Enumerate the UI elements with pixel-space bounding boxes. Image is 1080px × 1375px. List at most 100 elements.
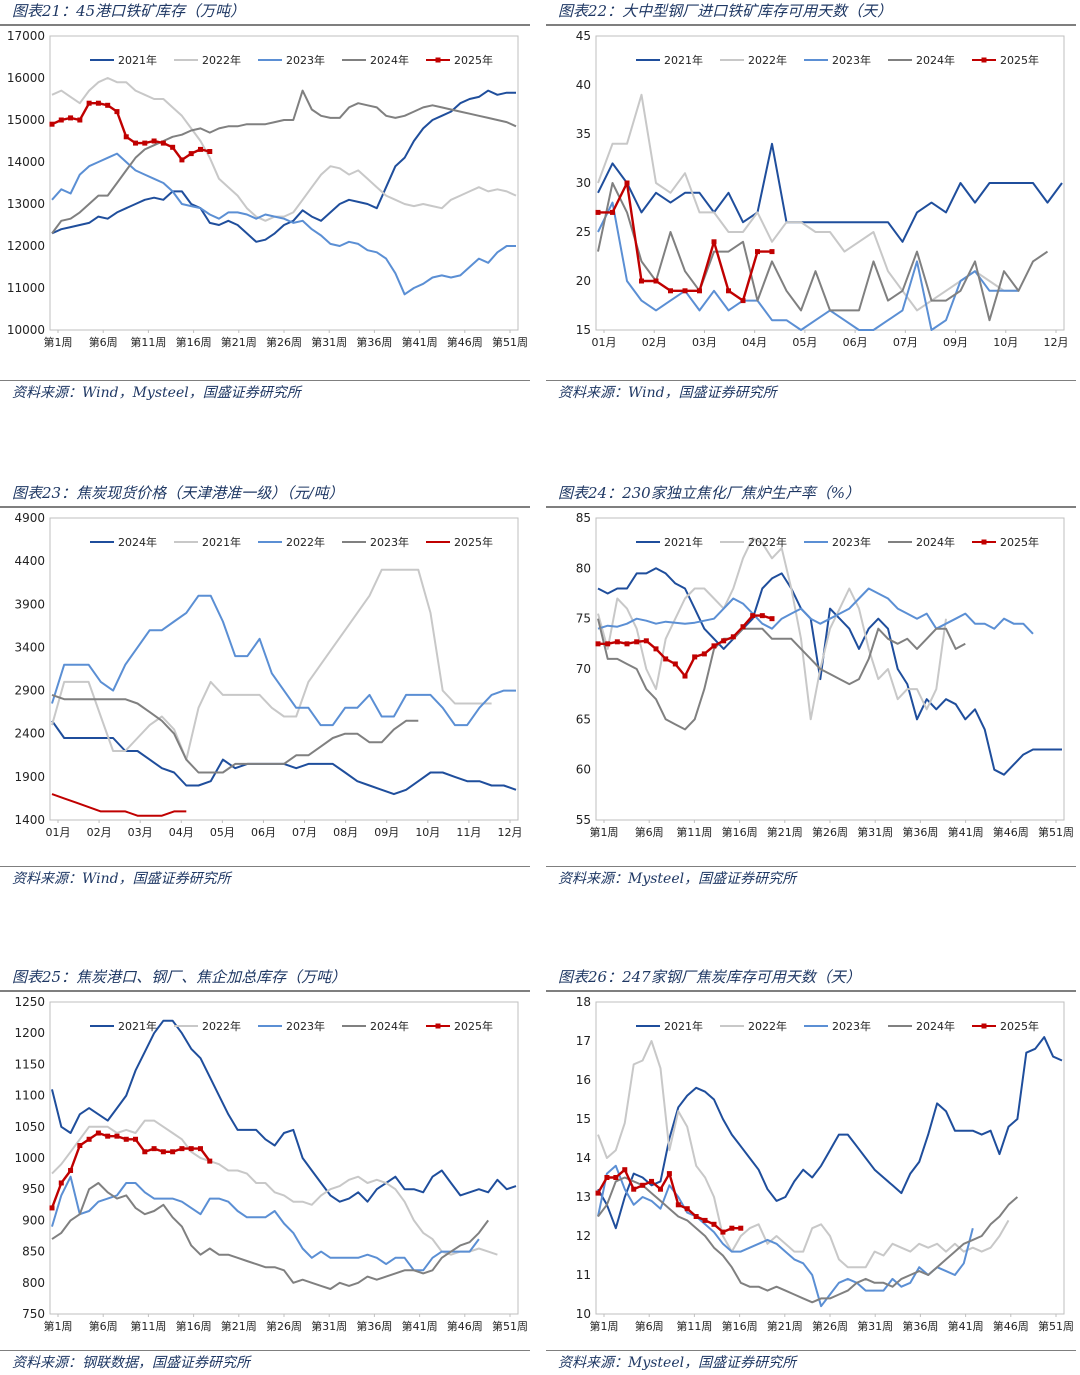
- series-point: [653, 278, 659, 284]
- x-tick-label: 第16周: [722, 825, 758, 839]
- plot-frame: [49, 35, 519, 331]
- y-tick-label: 900: [22, 1213, 45, 1227]
- legend-label: 2021年: [664, 535, 703, 549]
- legend-item: 2023年: [342, 535, 409, 549]
- y-tick-label: 11: [576, 1268, 591, 1282]
- legend-item: 2021年: [636, 53, 703, 67]
- series-line-2021年: [51, 1019, 517, 1203]
- y-tick-label: 55: [576, 813, 591, 827]
- series-point: [197, 146, 203, 152]
- series-point: [692, 654, 698, 660]
- y-tick-label: 25: [576, 225, 591, 239]
- x-tick-label: 第16周: [722, 1319, 758, 1333]
- x-tick-label: 07月: [893, 336, 918, 349]
- x-tick-label: 第41周: [948, 1319, 984, 1333]
- x-tick-label: 第1周: [590, 825, 619, 839]
- chart-23: 1400 1900 2400 2900 3400 3900 4400 4900 01月 02月 03…: [14, 512, 522, 839]
- y-tick-label: 1250: [14, 996, 45, 1009]
- x-tick-label: 第26周: [266, 335, 302, 349]
- y-tick-label: 10: [576, 1307, 591, 1321]
- y-tick-label: 10000: [7, 323, 45, 337]
- x-tick-label: 第46周: [993, 1319, 1029, 1333]
- legend-label: 2021年: [664, 53, 703, 67]
- y-tick-label: 800: [22, 1276, 45, 1290]
- series-point: [133, 1136, 139, 1142]
- x-tick-label: 第26周: [812, 1319, 848, 1333]
- y-tick-label: 15: [576, 323, 591, 337]
- series-point: [668, 288, 673, 294]
- series-point: [711, 1221, 717, 1227]
- series-point: [624, 180, 630, 186]
- x-tick-label: 第46周: [447, 335, 483, 349]
- chart-panel-23: 图表23：焦炭现货价格（天津港准一级）（元/吨） 1400 1900 2400 290…: [0, 482, 530, 887]
- legend-label: 2024年: [916, 535, 955, 549]
- legend-marker: [435, 1023, 441, 1029]
- legend-label: 2023年: [286, 53, 325, 67]
- legend-label: 2021年: [118, 1019, 157, 1033]
- series-point: [726, 288, 731, 294]
- legend-label: 2024年: [370, 53, 409, 67]
- series-point: [720, 1229, 726, 1235]
- chart-panel-22: 图表22：大中型钢厂进口铁矿库存可用天数（天） 15 20 25 30 35 40 45 01…: [546, 0, 1076, 404]
- x-tick-label: 06月: [843, 336, 868, 349]
- x-tick-label: 第21周: [221, 335, 257, 349]
- legend-item: 2024年: [342, 1019, 409, 1033]
- x-tick-label: 第1周: [44, 335, 73, 349]
- legend-label: 2021年: [664, 1019, 703, 1033]
- legend-item: 2025年: [972, 53, 1039, 67]
- series-point: [649, 1178, 655, 1184]
- series-point: [740, 298, 746, 304]
- plot-frame: [49, 517, 519, 821]
- x-tick-label: 02月: [642, 336, 667, 349]
- x-tick-label: 第36周: [356, 1319, 392, 1333]
- x-tick-label: 11月: [456, 826, 481, 839]
- series-line-2024年: [597, 182, 1049, 322]
- legend-item: 2024年: [888, 1019, 955, 1033]
- series-line-2023年: [51, 1175, 480, 1272]
- legend-item: 2021年: [636, 535, 703, 549]
- y-tick-label: 750: [22, 1307, 45, 1321]
- y-tick-label: 80: [576, 561, 591, 575]
- series-line-2022年: [597, 1040, 1010, 1269]
- series-point: [123, 134, 129, 140]
- series-line-2023年: [597, 1164, 974, 1308]
- series-point: [151, 1146, 157, 1152]
- legend-item: 2024年: [888, 53, 955, 67]
- series-line-2021年: [597, 142, 1063, 243]
- legend-item: 2024年: [342, 53, 409, 67]
- legend-item: 2023年: [804, 1019, 871, 1033]
- series-point: [759, 613, 765, 619]
- series-point: [77, 117, 83, 123]
- series-point: [610, 209, 615, 215]
- series-point: [595, 209, 601, 215]
- chart-24: 55 60 65 70 75 80 85 第1周 第6周 第11周 第16周 第21周 第26周 第31周…: [576, 512, 1074, 839]
- x-tick-label: 第21周: [221, 1319, 257, 1333]
- series-point: [170, 144, 176, 150]
- y-tick-label: 4400: [14, 554, 45, 568]
- series-point: [188, 151, 194, 157]
- x-tick-label: 第6周: [635, 825, 664, 839]
- series-line-2023年: [597, 587, 1034, 635]
- series-line-2025年: [598, 181, 772, 302]
- legend-marker: [981, 1023, 987, 1029]
- y-tick-label: 1400: [14, 813, 45, 827]
- x-tick-label: 04月: [169, 826, 194, 839]
- chart-source: 资料来源：Mysteel，国盛证券研究所: [546, 866, 1076, 891]
- series-line-2023年: [51, 693, 419, 774]
- series-point: [721, 638, 727, 644]
- series-point: [179, 157, 185, 163]
- legend-label: 2024年: [916, 1019, 955, 1033]
- y-tick-label: 1050: [14, 1120, 45, 1134]
- series-point: [740, 624, 746, 630]
- series-point: [197, 1146, 203, 1152]
- legend-item: 2025年: [972, 535, 1039, 549]
- x-tick-label: 第41周: [402, 1319, 438, 1333]
- chart-26: 10 11 12 13 14 15 16 17 18 第1周 第6周 第11周 第16周 第21周 第26周…: [576, 996, 1074, 1333]
- series-point: [86, 1136, 92, 1142]
- series-line-2022年: [51, 1119, 498, 1256]
- chart-21: 10000 11000 12000 13000 14000 15000 16000 17000…: [7, 30, 528, 349]
- x-tick-label: 第11周: [676, 1319, 712, 1333]
- series-point: [49, 1205, 55, 1211]
- legend-item: 2021年: [636, 1019, 703, 1033]
- legend-label: 2022年: [748, 1019, 787, 1033]
